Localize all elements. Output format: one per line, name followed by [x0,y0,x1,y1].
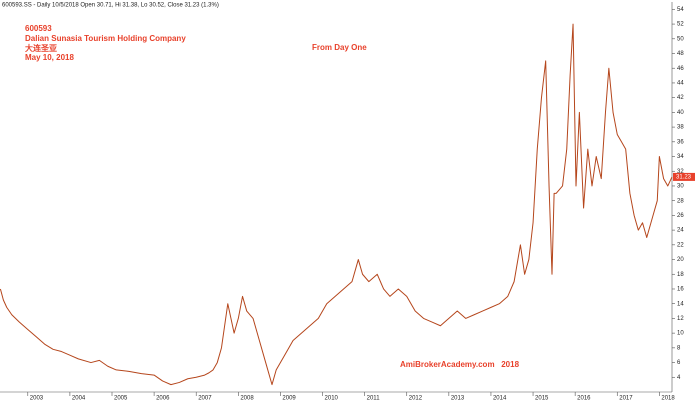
x-tick-label: 2017 [619,396,633,402]
y-tick-label: 30 [677,184,684,190]
y-tick-label: 12 [677,316,684,322]
x-tick-label: 2012 [409,396,423,402]
x-tick-label: 2016 [577,396,591,402]
x-tick-label: 2014 [493,396,507,402]
y-tick-label: 28 [677,198,684,204]
y-tick-label: 26 [677,213,684,219]
x-tick-label: 2011 [367,396,381,402]
y-tick-label: 32 [677,169,684,175]
y-tick-label: 16 [677,287,684,293]
y-tick-label: 44 [677,81,684,87]
y-tick-label: 10 [677,331,684,337]
annotation: May 10, 2018 [25,53,74,62]
y-tick-label: 54 [677,7,684,13]
y-tick-label: 52 [677,22,684,28]
x-tick-label: 2003 [30,396,44,402]
y-tick-label: 36 [677,139,684,145]
y-tick-label: 20 [677,257,684,263]
x-tick-label: 2015 [535,396,549,402]
x-tick-label: 2006 [156,396,170,402]
x-tick-label: 2018 [661,396,675,402]
y-tick-label: 50 [677,36,684,42]
y-tick-label: 34 [677,154,684,160]
x-tick-label: 2009 [282,396,296,402]
y-tick-label: 40 [677,110,684,116]
y-tick-label: 4 [677,375,681,381]
x-tick-label: 2013 [451,396,465,402]
x-tick-label: 2004 [72,396,86,402]
y-tick-label: 8 [677,345,681,351]
price-line [0,23,673,386]
x-tick-label: 2010 [325,396,339,402]
y-tick-label: 48 [677,51,684,57]
y-tick-label: 38 [677,125,684,131]
y-tick-label: 46 [677,66,684,72]
y-tick-label: 22 [677,242,684,248]
y-tick-label: 42 [677,95,684,101]
annotation: AmiBrokerAcademy.com 2018 [400,360,520,369]
x-tick-label: 2008 [240,396,254,402]
y-tick-label: 14 [677,301,684,307]
annotation: From Day One [312,43,367,52]
annotation: 600593 [25,24,52,33]
x-tick-label: 2005 [114,396,128,402]
y-tick-label: 18 [677,272,684,278]
last-value-label: 31.23 [676,174,692,180]
chart-title: 600593.SS - Daily 10/5/2018 Open 30.71, … [2,3,219,9]
last-value-tag [673,172,695,181]
y-tick-label: 24 [677,228,684,234]
annotation: Dalian Sunasia Tourism Holding Company [25,34,186,43]
annotation: 大连圣亚 [25,43,57,53]
y-tick-label: 6 [677,360,681,366]
x-tick-label: 2007 [198,396,212,402]
